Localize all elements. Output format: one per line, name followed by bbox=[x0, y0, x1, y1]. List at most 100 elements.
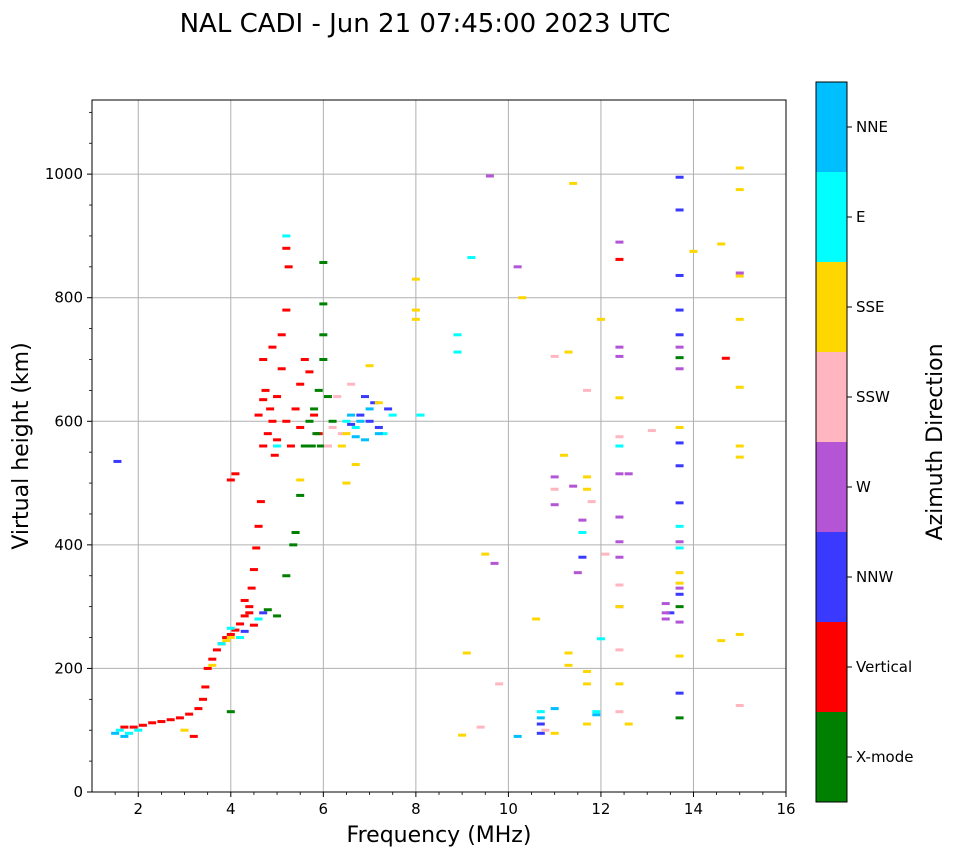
data-point-e bbox=[675, 524, 684, 528]
data-point-sse bbox=[337, 444, 346, 448]
data-point-e bbox=[536, 710, 545, 714]
data-point-sse bbox=[717, 242, 726, 246]
data-point-vertical bbox=[240, 598, 249, 602]
data-point-w bbox=[675, 367, 684, 371]
data-point-sse bbox=[208, 663, 217, 667]
y-axis-label: Virtual height (km) bbox=[9, 342, 34, 549]
data-point-w bbox=[675, 540, 684, 544]
data-point-sse bbox=[583, 475, 592, 479]
colorbar-segment-nnw bbox=[816, 532, 847, 622]
data-point-nnw bbox=[384, 407, 393, 411]
data-point-nnw bbox=[675, 441, 684, 445]
data-point-sse bbox=[735, 166, 744, 170]
data-point-sse bbox=[351, 463, 360, 467]
data-point-ssw bbox=[615, 583, 624, 587]
data-point-vertical bbox=[226, 478, 235, 482]
data-point-nnw bbox=[360, 395, 369, 399]
data-point-e bbox=[453, 333, 462, 337]
data-point-x-mode bbox=[319, 302, 328, 306]
data-point-x-mode bbox=[282, 574, 291, 578]
data-point-x-mode bbox=[319, 333, 328, 337]
data-point-e bbox=[134, 728, 143, 732]
data-point-x-mode bbox=[323, 395, 332, 399]
data-point-ssw bbox=[615, 648, 624, 652]
data-point-e bbox=[115, 728, 124, 732]
data-point-e bbox=[675, 546, 684, 550]
colorbar-label-nne: NNE bbox=[856, 118, 888, 136]
x-axis-ticks: 2 4 6 8 10 12 14 16 bbox=[114, 792, 796, 818]
data-point-nne bbox=[365, 407, 374, 411]
data-point-sse bbox=[735, 632, 744, 636]
data-point-sse bbox=[222, 639, 231, 643]
data-point-x-mode bbox=[675, 716, 684, 720]
data-point-w bbox=[578, 518, 587, 522]
data-point-vertical bbox=[259, 444, 268, 448]
data-point-e bbox=[615, 444, 624, 448]
data-point-sse bbox=[458, 733, 467, 737]
data-point-w bbox=[615, 555, 624, 559]
data-point-vertical bbox=[120, 725, 129, 729]
data-point-vertical bbox=[245, 611, 254, 615]
data-point-sse bbox=[365, 364, 374, 368]
x-tick-label: 8 bbox=[411, 800, 421, 818]
data-point-sse bbox=[411, 308, 420, 312]
data-point-nnw bbox=[240, 629, 249, 633]
data-point-vertical bbox=[231, 628, 240, 632]
data-point-sse bbox=[675, 425, 684, 429]
data-point-vertical bbox=[277, 367, 286, 371]
data-point-vertical bbox=[208, 657, 217, 661]
data-point-vertical bbox=[247, 586, 256, 590]
colorbar-label-sse: SSE bbox=[856, 298, 885, 316]
data-point-vertical bbox=[282, 308, 291, 312]
data-point-vertical bbox=[157, 720, 166, 724]
data-point-vertical bbox=[282, 419, 291, 423]
x-tick-label: 16 bbox=[776, 800, 795, 818]
data-point-w bbox=[550, 503, 559, 507]
x-tick-label: 14 bbox=[684, 800, 703, 818]
colorbar-segment-ssw bbox=[816, 352, 847, 442]
data-point-sse bbox=[564, 350, 573, 354]
data-point-sse bbox=[559, 453, 568, 457]
data-point-nne bbox=[360, 438, 369, 442]
data-point-e bbox=[592, 710, 601, 714]
data-point-sse bbox=[532, 617, 541, 621]
data-point-nnw bbox=[675, 691, 684, 695]
grid-lines bbox=[92, 100, 787, 793]
colorbar-label-e: E bbox=[856, 208, 865, 226]
data-point-ssw bbox=[323, 444, 332, 448]
data-point-vertical bbox=[203, 666, 212, 670]
data-point-sse bbox=[596, 317, 605, 321]
data-point-nne bbox=[536, 716, 545, 720]
data-point-vertical bbox=[277, 333, 286, 337]
data-point-vertical bbox=[189, 734, 198, 738]
data-point-w bbox=[675, 586, 684, 590]
data-point-vertical bbox=[226, 632, 235, 636]
x-tick-label: 2 bbox=[133, 800, 143, 818]
data-point-sse bbox=[735, 444, 744, 448]
data-point-ssw bbox=[541, 728, 550, 732]
data-point-vertical bbox=[291, 407, 300, 411]
data-point-vertical bbox=[129, 725, 138, 729]
data-point-e bbox=[453, 350, 462, 354]
data-point-w bbox=[550, 475, 559, 479]
data-point-vertical bbox=[284, 265, 293, 269]
data-point-sse bbox=[569, 181, 578, 185]
data-point-nnw bbox=[675, 273, 684, 277]
data-point-nne bbox=[550, 707, 559, 711]
data-point-e bbox=[379, 432, 388, 436]
data-point-sse bbox=[342, 432, 351, 436]
data-point-ssw bbox=[647, 429, 656, 433]
data-point-sse bbox=[735, 455, 744, 459]
data-point-ssw bbox=[337, 432, 346, 436]
colorbar-segment-w bbox=[816, 442, 847, 532]
data-point-x-mode bbox=[273, 614, 282, 618]
y-tick-label: 1000 bbox=[45, 165, 83, 183]
data-point-x-mode bbox=[263, 608, 272, 612]
data-point-e bbox=[467, 256, 476, 260]
y-tick-label: 800 bbox=[54, 289, 83, 307]
data-point-ssw bbox=[495, 682, 504, 686]
data-point-e bbox=[254, 617, 263, 621]
data-point-w bbox=[624, 472, 633, 476]
data-point-vertical bbox=[254, 413, 263, 417]
